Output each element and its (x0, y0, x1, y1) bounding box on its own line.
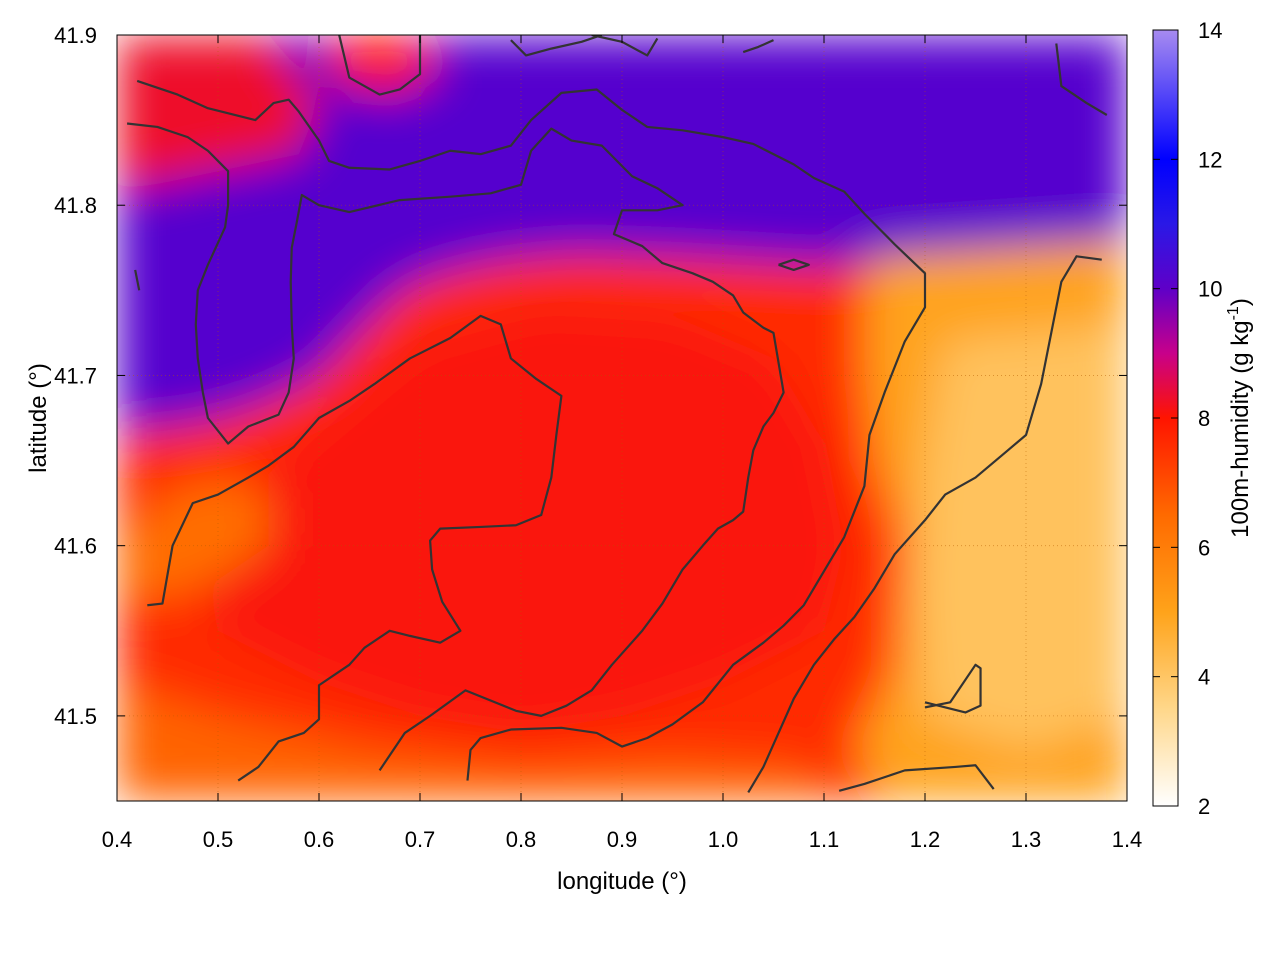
x-tick-label: 0.5 (203, 827, 234, 852)
heatmap-field (117, 35, 1127, 801)
heat-region (197, 307, 845, 733)
colorbar-tick-label: 6 (1198, 535, 1210, 560)
contour-line (338, 35, 422, 96)
contour-line (1055, 43, 1108, 116)
contour-line (134, 269, 141, 291)
contour-line (747, 255, 1102, 794)
x-axis-label: longitude (°) (557, 868, 687, 895)
colorbar-label-main: 100m-humidity (g kg (1227, 320, 1254, 537)
contour-line (924, 663, 982, 714)
colorbar-tick-label: 2 (1198, 794, 1210, 819)
y-axis-ticks: 41.5 41.6 41.7 41.8 41.9 (54, 23, 1127, 729)
x-tick-label: 1.0 (708, 827, 739, 852)
contour-line (126, 122, 785, 771)
plot-area (117, 35, 1127, 801)
x-axis-ticks: 0.4 0.5 0.6 0.7 0.8 0.9 1.0 1.1 1.2 1.3 1.4 (102, 35, 1143, 852)
y-tick-label: 41.5 (54, 704, 97, 729)
x-tick-label: 0.9 (607, 827, 638, 852)
colorbar-ticks: 2 4 6 8 10 12 14 (1153, 18, 1222, 819)
contour-line (838, 764, 995, 792)
heat-region (117, 477, 269, 597)
x-tick-label: 1.2 (910, 827, 941, 852)
contour-line (147, 314, 563, 782)
contour-line (742, 39, 774, 54)
colorbar: 2 4 6 8 10 12 14 100m-humidity (g kg-1) (1152, 18, 1254, 819)
x-tick-label: 0.8 (506, 827, 537, 852)
x-tick-label: 1.1 (809, 827, 840, 852)
colorbar-label-close: ) (1227, 298, 1254, 306)
colorbar-tick-label: 8 (1198, 406, 1210, 431)
colorbar-tick-label: 10 (1198, 277, 1222, 302)
y-tick-label: 41.7 (54, 363, 97, 388)
heat-region (117, 681, 845, 801)
colorbar-tick-label: 4 (1198, 665, 1210, 690)
y-tick-label: 41.9 (54, 23, 97, 48)
y-tick-label: 41.6 (54, 534, 97, 559)
y-tick-label: 41.8 (54, 193, 97, 218)
x-tick-label: 1.4 (1112, 827, 1143, 852)
heat-region (319, 35, 441, 95)
heat-region (914, 324, 1127, 750)
x-tick-label: 0.7 (405, 827, 436, 852)
grid-lines (117, 35, 1127, 801)
x-tick-label: 0.4 (102, 827, 133, 852)
contour-line (510, 35, 603, 57)
heat-region (117, 35, 1127, 430)
colorbar-label-exponent: -1 (1225, 306, 1242, 320)
colorbar-tick-label: 14 (1198, 18, 1222, 43)
colorbar-label: 100m-humidity (g kg-1) (1225, 298, 1254, 538)
x-tick-label: 0.6 (304, 827, 335, 852)
colorbar-tick-label: 12 (1198, 147, 1222, 172)
y-axis-label: latitude (°) (25, 363, 52, 473)
contour-line (778, 258, 810, 272)
x-tick-label: 1.3 (1011, 827, 1042, 852)
contour-lines (126, 35, 1108, 794)
contour-line (136, 79, 927, 781)
contour-line (591, 35, 659, 57)
